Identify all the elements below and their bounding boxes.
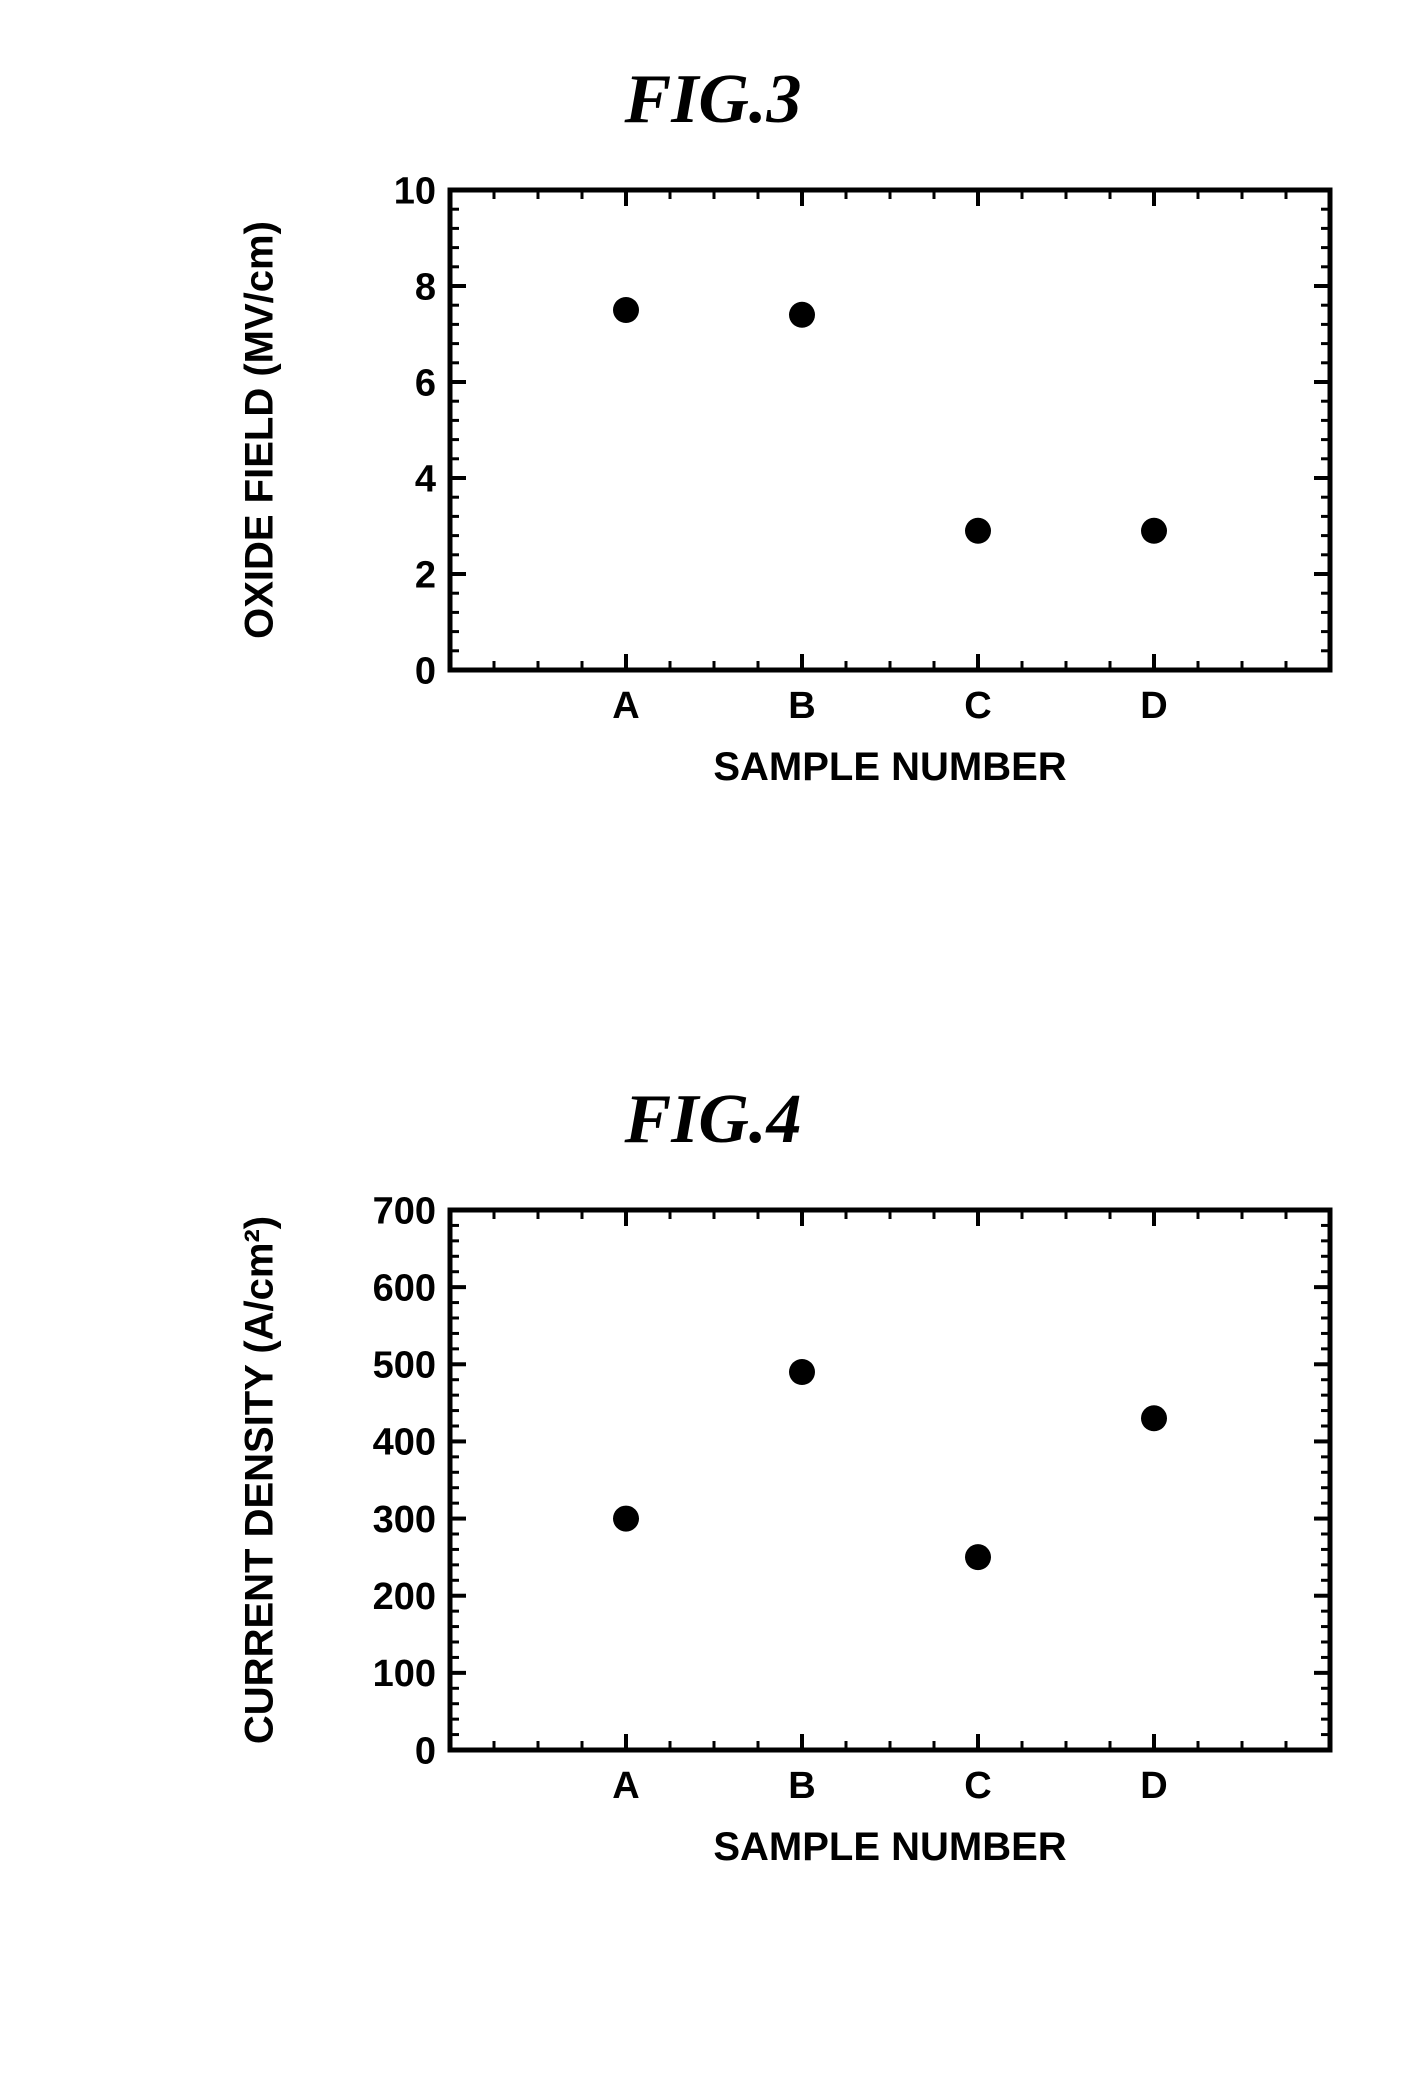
svg-text:0: 0	[415, 1730, 436, 1772]
svg-text:D: D	[1140, 1765, 1167, 1807]
svg-text:500: 500	[373, 1345, 436, 1387]
figure-4-xlabel: SAMPLE NUMBER	[450, 1825, 1330, 1870]
svg-text:6: 6	[415, 362, 436, 404]
svg-text:200: 200	[373, 1576, 436, 1618]
figure-3-plot: 0 2 4 6 8 10 A B C D	[330, 170, 1350, 750]
figure-4-chart: CURRENT DENSITY (A/cm²) 0100200300400500…	[270, 1190, 1350, 1890]
svg-text:300: 300	[373, 1499, 436, 1541]
figure-4-ylabel: CURRENT DENSITY (A/cm²)	[238, 1216, 283, 1744]
svg-text:B: B	[788, 1765, 815, 1807]
svg-text:8: 8	[415, 266, 436, 308]
svg-text:100: 100	[373, 1653, 436, 1695]
figure-3-chart: OXIDE FIELD (MV/cm) 0246810ABCD SAMPLE N…	[270, 170, 1350, 810]
figure-4-plot: 0 100 200 300 400 500 600 700 A B C D	[330, 1190, 1350, 1830]
svg-text:400: 400	[373, 1422, 436, 1464]
figure-4-block: FIG.4 CURRENT DENSITY (A/cm²) 0 100 200 300…	[0, 1080, 1426, 1860]
svg-text:10: 10	[394, 170, 436, 212]
svg-text:4: 4	[415, 458, 436, 500]
svg-text:A: A	[612, 685, 639, 727]
figure-3-ylabel: OXIDE FIELD (MV/cm)	[238, 221, 283, 639]
figure-3-xlabel: SAMPLE NUMBER	[450, 745, 1330, 790]
svg-text:C: C	[964, 1765, 991, 1807]
svg-text:B: B	[788, 685, 815, 727]
svg-text:0: 0	[415, 650, 436, 692]
figure-3-title: FIG.3	[0, 60, 1426, 140]
figure-3-block: FIG.3 OXIDE FIELD (MV/cm) 0246810ABCD SA…	[0, 60, 1426, 780]
svg-text:D: D	[1140, 685, 1167, 727]
svg-text:A: A	[612, 1765, 639, 1807]
svg-text:C: C	[964, 685, 991, 727]
svg-text:600: 600	[373, 1267, 436, 1309]
svg-text:2: 2	[415, 554, 436, 596]
svg-text:700: 700	[373, 1190, 436, 1232]
figure-4-title: FIG.4	[0, 1080, 1426, 1160]
